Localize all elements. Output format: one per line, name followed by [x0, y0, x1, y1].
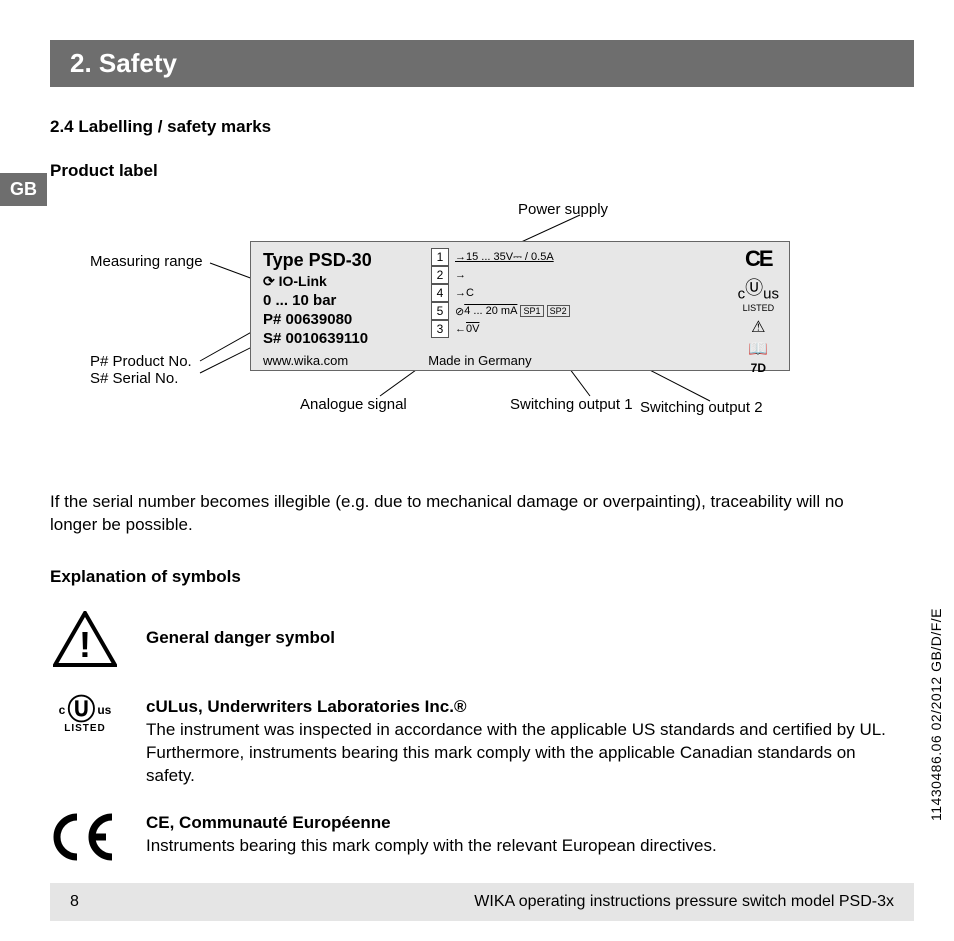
pin-5-text: 4 ... 20 mA — [464, 305, 517, 317]
footer-title: WIKA operating instructions pressure swi… — [474, 893, 894, 911]
callout-power-supply: Power supply — [518, 201, 608, 218]
pin-1-text: 15 ... 35V⎓ / 0.5A — [466, 251, 554, 264]
pin-diagram: 1 → 15 ... 35V⎓ / 0.5A 2 → 4 → C 5 ⊘ 4 .… — [431, 248, 570, 338]
footer: 8 WIKA operating instructions pressure s… — [50, 883, 914, 921]
manual-icon: 📖 — [738, 339, 779, 359]
ul-circle-icon: Ⓤ — [67, 696, 95, 724]
pin-4-label: → C — [449, 284, 570, 302]
7d-text: 7D — [738, 361, 779, 375]
document-reference: 11430486.06 02/2012 GB/D/F/E — [928, 608, 944, 821]
ce-symbol-icon — [50, 812, 120, 867]
label-website: www.wika.com — [263, 353, 348, 368]
svg-text:!: ! — [79, 624, 91, 665]
product-label-heading: Product label — [50, 161, 894, 181]
callout-product-serial: P# Product No. S# Serial No. — [90, 353, 192, 387]
callout-switching-1: Switching output 1 — [510, 396, 633, 413]
callout-switching-2: Switching output 2 — [640, 399, 763, 416]
ul-symbol-body: The instrument was inspected in accordan… — [146, 719, 894, 788]
language-tab: GB — [0, 173, 47, 206]
warning-icon: ⚠ — [738, 317, 779, 337]
pin-2: 2 — [431, 266, 449, 284]
symbol-row-ul: c Ⓤ us LISTED cULus, Underwriters Labora… — [50, 696, 894, 788]
pin-1: 1 — [431, 248, 449, 266]
product-label: Type PSD-30 ⟳ IO-Link 0 ... 10 bar P# 00… — [250, 241, 790, 371]
page: 2. Safety GB 2.4 Labelling / safety mark… — [0, 0, 954, 941]
ce-mark-icon: CE — [738, 246, 779, 272]
sp1-box: SP1 — [520, 305, 543, 317]
label-cert-marks: CE cⓊus LISTED ⚠ 📖 7D — [738, 246, 779, 375]
symbols-list: ! General danger symbol c Ⓤ us LISTED cU… — [50, 611, 894, 867]
pin-2-label: → — [449, 266, 570, 284]
explanation-section: Explanation of symbols — [50, 567, 894, 587]
pin-3-text: 0V — [466, 323, 479, 335]
ul-mark-icon: cⓊus — [738, 274, 779, 303]
pin-5-label: ⊘ 4 ... 20 mA SP1 SP2 — [449, 302, 570, 320]
ce-symbol-body: Instruments bearing this mark comply wit… — [146, 835, 894, 858]
ce-symbol-title: CE, Communauté Européenne — [146, 812, 894, 835]
pin-1-label: → 15 ... 35V⎓ / 0.5A — [449, 248, 570, 266]
callout-analogue-signal: Analogue signal — [300, 396, 407, 413]
ul-symbol-title: cULus, Underwriters Laboratories Inc.® — [146, 696, 894, 719]
label-made-in: Made in Germany — [428, 353, 531, 368]
ul-listed: LISTED — [50, 724, 120, 734]
danger-symbol-icon: ! — [50, 611, 120, 672]
danger-symbol-title: General danger symbol — [146, 628, 335, 647]
pin-4: 4 — [431, 284, 449, 302]
pin-4-text: C — [466, 287, 474, 299]
product-label-diagram: Power supply Measuring range P# Product … — [50, 201, 894, 461]
pin-5: 5 — [431, 302, 449, 320]
pin-3-label: ← 0V — [449, 320, 570, 338]
page-number: 8 — [70, 893, 79, 911]
traceability-note: If the serial number becomes illegible (… — [50, 491, 894, 537]
callout-measuring-range: Measuring range — [90, 253, 203, 270]
ul-c: c — [59, 704, 66, 716]
symbol-row-ce: CE, Communauté Européenne Instruments be… — [50, 812, 894, 867]
ul-symbol-icon: c Ⓤ us LISTED — [50, 696, 120, 734]
ul-listed-text: LISTED — [738, 303, 779, 313]
section-header: 2. Safety — [50, 40, 914, 87]
pin-3: 3 — [431, 320, 449, 338]
symbol-row-danger: ! General danger symbol — [50, 611, 894, 672]
content: 2.4 Labelling / safety marks Product lab… — [50, 117, 894, 181]
ul-us: us — [97, 704, 111, 716]
explanation-heading: Explanation of symbols — [50, 567, 894, 587]
sp2-box: SP2 — [547, 305, 570, 317]
subsection-heading: 2.4 Labelling / safety marks — [50, 117, 894, 137]
